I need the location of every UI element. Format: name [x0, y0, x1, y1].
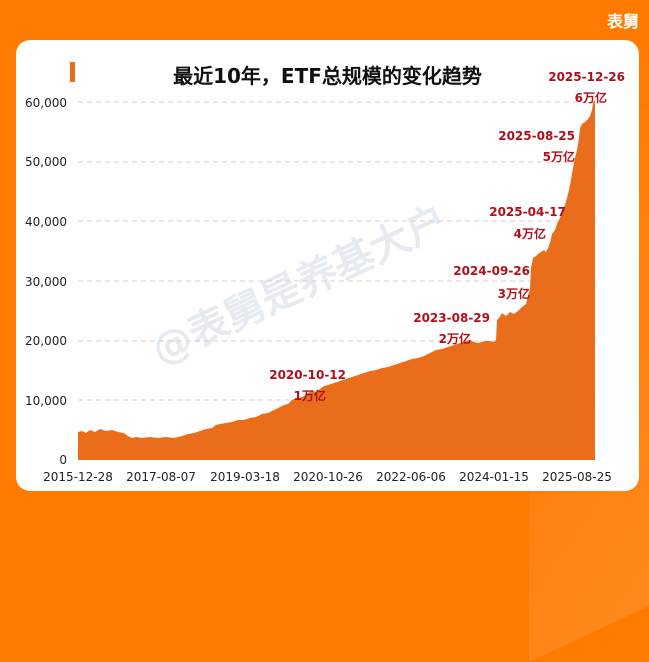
milestone-date: 2025-04-17 [489, 205, 566, 219]
x-tick: 2015-12-28 [43, 470, 113, 484]
x-tick: 2024-01-15 [459, 470, 529, 484]
x-tick: 2020-10-26 [293, 470, 363, 484]
area-chart: @表舅是养基大户 0 10,000 20,000 30,000 40,000 5… [25, 70, 625, 484]
milestone-date: 2025-08-25 [498, 129, 575, 143]
milestone-date: 2020-10-12 [269, 368, 346, 382]
watermark: @表舅是养基大户 [145, 197, 454, 374]
y-tick: 30,000 [25, 275, 67, 289]
milestone-date: 2024-09-26 [453, 264, 530, 278]
milestone-label: 1万亿 [294, 388, 326, 403]
x-tick: 2017-08-07 [126, 470, 196, 484]
x-tick: 2022-06-06 [376, 470, 446, 484]
y-tick: 20,000 [25, 334, 67, 348]
milestone-date: 2025-12-26 [548, 70, 625, 84]
title-accent-bar [70, 62, 75, 82]
chart-card: 最近10年，ETF总规模的变化趋势 @表舅是养基大户 0 10,000 20,0… [16, 40, 639, 491]
milestone-label: 4万亿 [514, 226, 546, 241]
y-axis: 0 10,000 20,000 30,000 40,000 50,000 60,… [25, 96, 67, 467]
y-tick: 0 [59, 453, 67, 467]
y-tick: 40,000 [25, 215, 67, 229]
brand-logo: 表舅 [606, 12, 639, 31]
chart-title: 最近10年，ETF总规模的变化趋势 [173, 64, 482, 88]
y-tick: 60,000 [25, 96, 67, 110]
milestone-label: 5万亿 [543, 149, 575, 164]
y-tick: 10,000 [25, 394, 67, 408]
milestone-annotations: 2020-10-12 1万亿 2023-08-29 2万亿 2024-09-26… [269, 70, 625, 403]
x-tick: 2025-08-25 [542, 470, 612, 484]
milestone-label: 2万亿 [439, 331, 471, 346]
etf-scale-area [78, 100, 595, 460]
y-tick: 50,000 [25, 155, 67, 169]
milestone-date: 2023-08-29 [413, 311, 490, 325]
milestone-label: 6万亿 [575, 90, 607, 105]
x-tick: 2019-03-18 [210, 470, 280, 484]
milestone-label: 3万亿 [498, 286, 530, 301]
x-axis: 2015-12-28 2017-08-07 2019-03-18 2020-10… [43, 470, 612, 484]
